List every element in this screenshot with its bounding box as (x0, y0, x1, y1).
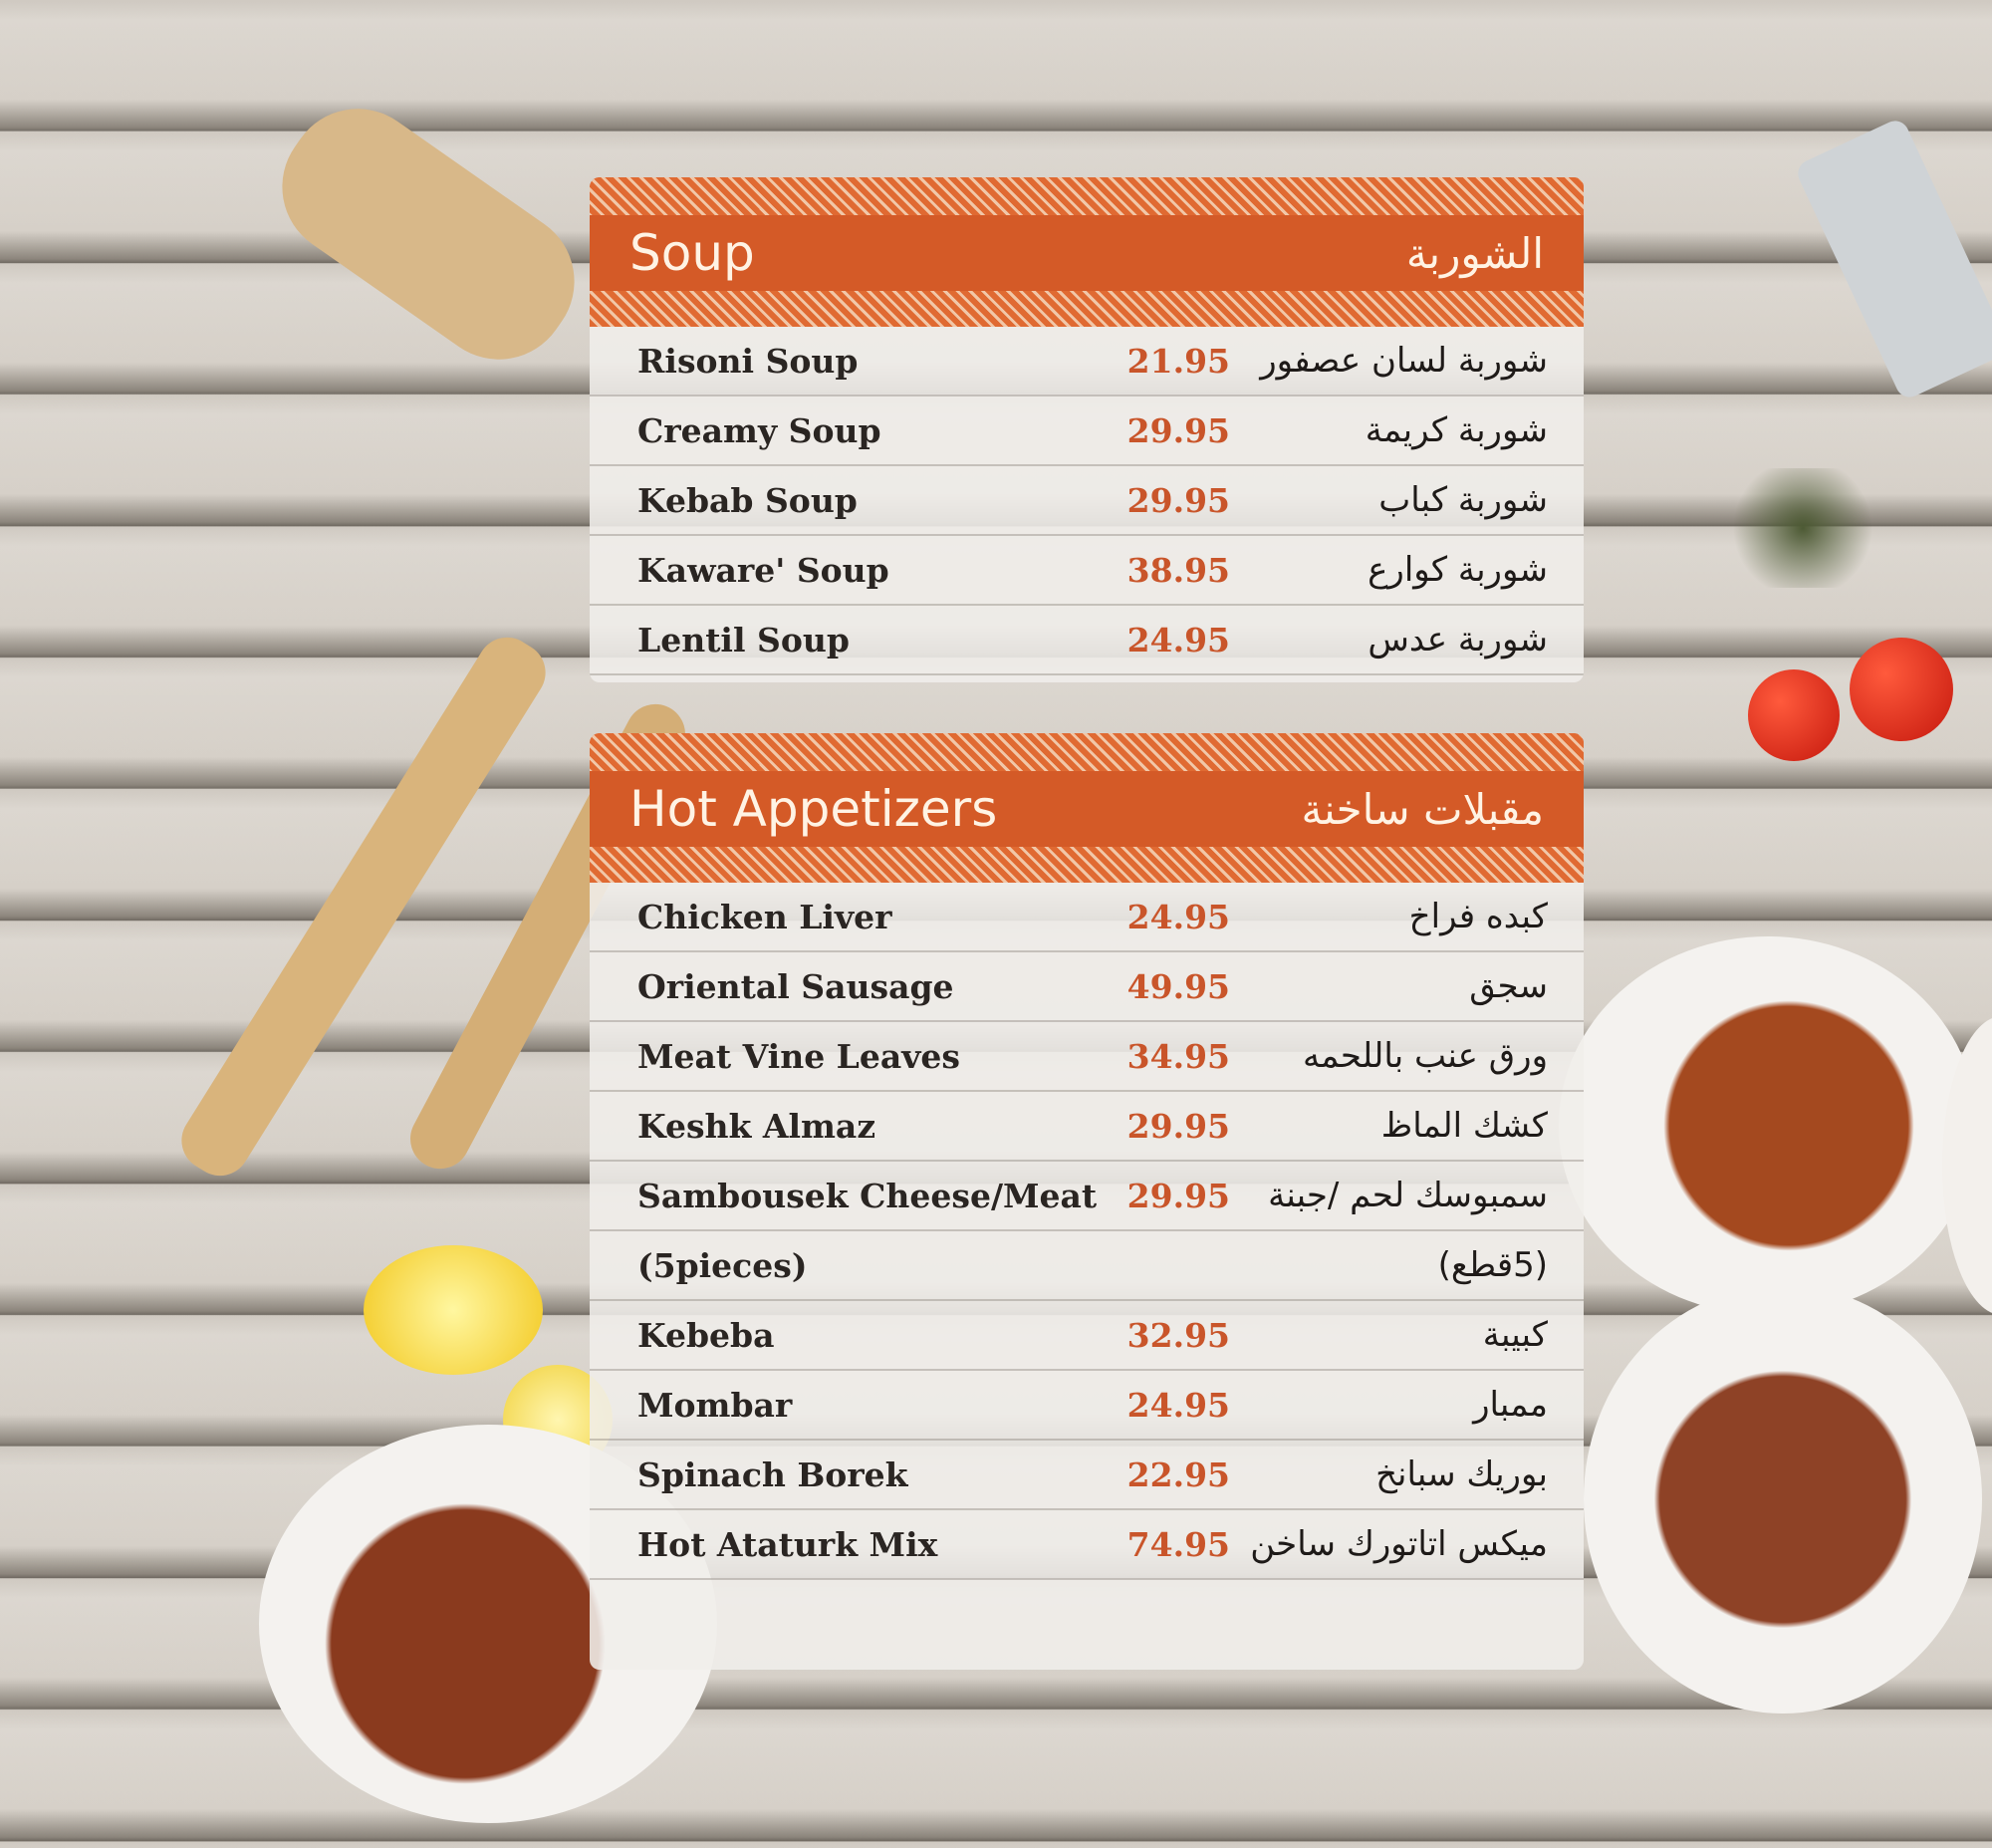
item-price: 34.95 (1126, 1036, 1230, 1076)
wooden-spatula-image (170, 626, 557, 1188)
item-name-ar: شوربة كوارع (1368, 550, 1548, 590)
item-price: 29.95 (1126, 410, 1230, 450)
section-title-ar: مقبلات ساخنة (1301, 784, 1544, 834)
menu-item-row: Spinach Borek 22.95 بوريك سبانخ (590, 1441, 1584, 1510)
item-name-ar: ميكس اتاتورك ساخن (1250, 1524, 1548, 1564)
item-name-en: Chicken Liver (637, 897, 892, 936)
menu-item-row: (5pieces) (5قطع) (590, 1231, 1584, 1301)
item-name-ar: شوربة كريمة (1365, 410, 1548, 450)
item-name-en: Keshk Almaz (637, 1106, 876, 1146)
section-header: Hot Appetizers مقبلات ساخنة (590, 771, 1584, 847)
item-price: 38.95 (1126, 550, 1230, 590)
item-name-ar: سمبوسك لحم /جبنة (1268, 1176, 1548, 1215)
item-name-en: Meat Vine Leaves (637, 1036, 961, 1076)
item-price: 24.95 (1126, 897, 1230, 936)
item-name-en: Mombar (637, 1385, 793, 1425)
menu-item-row: Risoni Soup 21.95 شوربة لسان عصفور (590, 327, 1584, 396)
menu-item-row: Kaware' Soup 38.95 شوربة كوارع (590, 536, 1584, 606)
item-price: 21.95 (1126, 341, 1230, 381)
menu-item-row: Keshk Almaz 29.95 كشك الماظ (590, 1092, 1584, 1162)
item-name-ar: كشك الماظ (1380, 1106, 1548, 1146)
herbs-image (1723, 468, 1882, 588)
wooden-scoop-image (254, 81, 603, 388)
section-title-en: Soup (629, 224, 755, 282)
menu-item-row: Kebeba 32.95 كبيبة (590, 1301, 1584, 1371)
item-name-ar: (5قطع) (1437, 1245, 1548, 1285)
item-name-ar: شوربة عدس (1368, 620, 1548, 660)
section-header-pattern: Hot Appetizers مقبلات ساخنة (590, 733, 1584, 883)
item-name-en: Oriental Sausage (637, 966, 954, 1006)
item-name-en: Creamy Soup (637, 410, 881, 450)
item-name-en: Lentil Soup (637, 620, 850, 660)
meatball-dish-image (1584, 1285, 1982, 1714)
item-price: 32.95 (1126, 1315, 1230, 1355)
menu-item-row: Meat Vine Leaves 34.95 ورق عنب باللحمه (590, 1022, 1584, 1092)
item-price: 24.95 (1126, 620, 1230, 660)
item-name-en: Kebeba (637, 1315, 775, 1355)
item-name-en: Hot Ataturk Mix (637, 1524, 938, 1564)
item-name-en: Kebab Soup (637, 480, 858, 520)
item-name-ar: ورق عنب باللحمه (1302, 1036, 1548, 1076)
section-title-en: Hot Appetizers (629, 780, 998, 838)
item-name-ar: بوريك سبانخ (1375, 1454, 1548, 1494)
item-name-ar: شوربة لسان عصفور (1260, 341, 1548, 381)
menu-item-row: Creamy Soup 29.95 شوربة كريمة (590, 396, 1584, 466)
menu-item-row: Kebab Soup 29.95 شوربة كباب (590, 466, 1584, 536)
menu-item-row: Lentil Soup 24.95 شوربة عدس (590, 606, 1584, 675)
item-price: 24.95 (1126, 1385, 1230, 1425)
item-name-ar: كبيبة (1482, 1315, 1548, 1355)
menu-item-row: Hot Ataturk Mix 74.95 ميكس اتاتورك ساخن (590, 1510, 1584, 1580)
salt-shaker-image (1793, 116, 1992, 402)
menu-item-row: Chicken Liver 24.95 كبده فراخ (590, 883, 1584, 952)
item-price: 29.95 (1126, 1176, 1230, 1215)
section-header-pattern: Soup الشوربة (590, 177, 1584, 327)
item-price: 22.95 (1126, 1454, 1230, 1494)
item-name-ar: سجق (1469, 966, 1548, 1006)
tomato-image (1748, 669, 1840, 761)
hot-appetizers-menu-section: Hot Appetizers مقبلات ساخنة Chicken Live… (590, 733, 1584, 1670)
item-price: 29.95 (1126, 1106, 1230, 1146)
menu-item-row: Mombar 24.95 ممبار (590, 1371, 1584, 1441)
soup-menu-section: Soup الشوربة Risoni Soup 21.95 شوربة لسان … (590, 177, 1584, 682)
menu-item-row: Oriental Sausage 49.95 سجق (590, 952, 1584, 1022)
lemon-image (364, 1245, 543, 1375)
section-title-ar: الشوربة (1405, 228, 1544, 278)
item-name-en: Spinach Borek (637, 1454, 908, 1494)
item-name-ar: شوربة كباب (1378, 480, 1548, 520)
item-name-ar: ممبار (1473, 1385, 1548, 1425)
item-price: 29.95 (1126, 480, 1230, 520)
kibbeh-dish-image (1559, 936, 1977, 1315)
item-name-en: Risoni Soup (637, 341, 859, 381)
item-name-en: Sambousek Cheese/Meat (637, 1176, 1098, 1215)
item-price: 49.95 (1126, 966, 1230, 1006)
item-name-en: Kaware' Soup (637, 550, 889, 590)
item-name-en: (5pieces) (637, 1245, 808, 1285)
section-header: Soup الشوربة (590, 215, 1584, 291)
tomato-image (1850, 638, 1953, 741)
item-price: 74.95 (1126, 1524, 1230, 1564)
item-name-ar: كبده فراخ (1408, 897, 1548, 936)
menu-item-row: Sambousek Cheese/Meat 29.95 سمبوسك لحم /جب… (590, 1162, 1584, 1231)
